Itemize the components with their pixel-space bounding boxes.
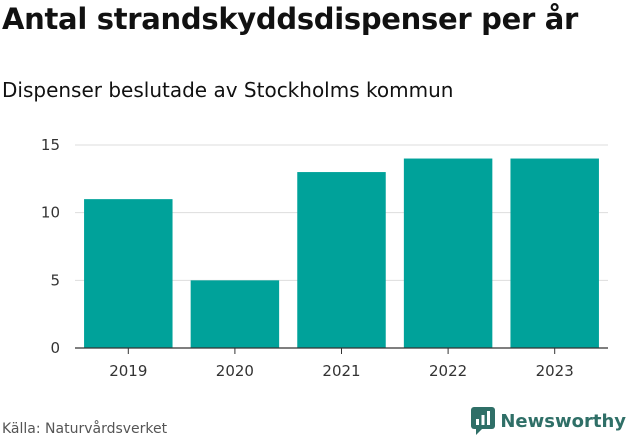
bar-2023 [510,158,599,348]
chart-title: Antal strandskyddsdispenser per år [2,2,579,36]
chart-subtitle: Dispenser beslutade av Stockholms kommun [2,78,454,102]
x-tick-label: 2019 [109,362,147,380]
source-note: Källa: Naturvårdsverket [2,421,168,437]
bar-2020 [190,280,280,348]
newsworthy-logo: Newsworthy [471,407,626,435]
y-tick-label: 5 [50,271,60,289]
bar-2019 [84,199,173,348]
y-tick-label: 0 [50,339,60,357]
x-tick-label: 2021 [322,362,360,380]
y-tick-label: 10 [41,204,60,222]
bar-2021 [297,172,386,348]
brand-name: Newsworthy [500,410,626,432]
bar-chart: 0 5 10 15 2019 2020 2021 2022 2023 [41,136,608,380]
bar-2022 [403,158,493,348]
newsworthy-logo-icon [471,407,496,435]
y-tick-label: 15 [41,136,60,154]
x-tick-label: 2022 [429,362,467,380]
x-tick-label: 2023 [536,362,574,380]
x-tick-label: 2020 [216,362,254,380]
